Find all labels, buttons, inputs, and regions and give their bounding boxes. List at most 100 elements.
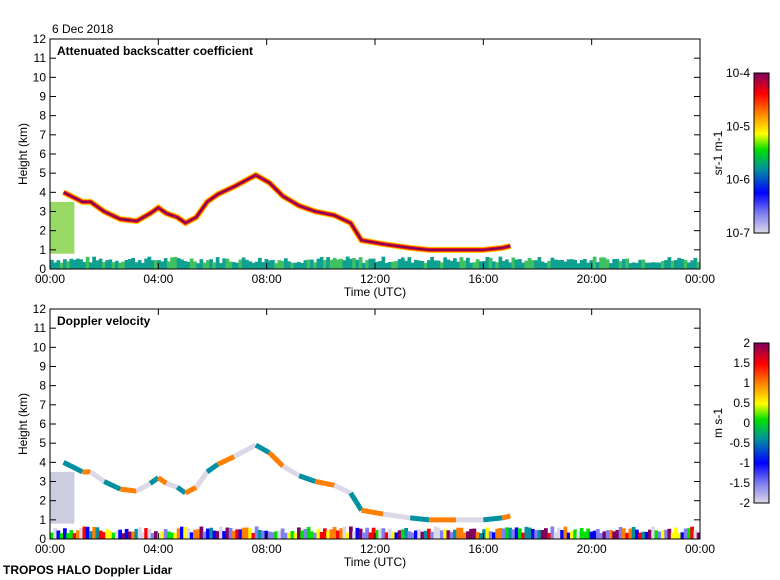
boundary-layer-cell (131, 531, 135, 539)
boundary-layer-cell (628, 263, 633, 269)
boundary-layer-cell (586, 262, 590, 269)
boundary-layer-cell (384, 532, 389, 539)
boundary-layer-cell (677, 257, 681, 269)
date-label: 6 Dec 2018 (52, 22, 114, 36)
boundary-layer-cell (111, 532, 116, 539)
boundary-layer-cell (248, 528, 252, 539)
boundary-layer-cell (277, 260, 282, 269)
boundary-layer-cell (625, 532, 629, 539)
boundary-layer-cell (690, 526, 694, 539)
boundary-layer-cell (475, 531, 480, 539)
boundary-layer-cell (144, 258, 148, 269)
boundary-layer-cell (433, 526, 438, 539)
boundary-layer-cell (423, 530, 428, 539)
boundary-layer-cell (274, 531, 278, 539)
boundary-layer-cell (69, 258, 74, 269)
y-tick-label: 0 (39, 262, 46, 276)
boundary-layer-cell (163, 529, 168, 539)
plot-frame (49, 308, 701, 540)
cloud-layer-segment (165, 481, 179, 490)
y-tick-label: 8 (39, 379, 46, 393)
cloud-layer-segment (148, 475, 160, 486)
boundary-layer-cell (511, 257, 516, 269)
boundary-layer-cell (514, 259, 519, 269)
boundary-layer-cell (219, 263, 223, 269)
boundary-layer-cell (599, 533, 603, 539)
boundary-layer-cell (131, 258, 135, 269)
boundary-layer-cell (342, 260, 347, 269)
boundary-layer-cell (579, 527, 584, 539)
boundary-layer-cell (137, 260, 142, 269)
boundary-layer-cell (410, 262, 415, 269)
boundary-layer-cell (482, 529, 486, 539)
boundary-layer-cell (225, 527, 230, 539)
boundary-layer-cell (261, 262, 265, 269)
boundary-layer-cell (547, 533, 551, 539)
boundary-layer-cell (95, 260, 100, 269)
boundary-layer-cell (267, 260, 272, 269)
boundary-layer-cell (66, 261, 70, 269)
boundary-layer-cell (388, 261, 392, 269)
panel-title: Attenuated backscatter coefficient (57, 44, 253, 58)
boundary-layer-cell (115, 530, 119, 539)
boundary-layer-cell (527, 527, 532, 539)
boundary-layer-cell (518, 528, 522, 539)
boundary-layer-cell (287, 532, 291, 539)
boundary-layer-cell (657, 262, 662, 269)
cloud-layer-edge (62, 171, 512, 253)
boundary-layer-cell (641, 259, 646, 269)
boundary-layer-cell (310, 531, 314, 539)
boundary-layer-cell (137, 527, 142, 539)
x-tick-label: 04:00 (143, 542, 173, 556)
boundary-layer-cell (345, 256, 350, 269)
boundary-layer-cell (631, 262, 636, 269)
boundary-layer-cell (92, 256, 96, 269)
boundary-layer-cell (375, 529, 379, 539)
boundary-layer-cell (696, 532, 701, 539)
boundary-layer-cell (368, 258, 373, 269)
boundary-layer-cell (56, 260, 61, 269)
boundary-layer-cell (66, 533, 70, 539)
boundary-layer-cell (248, 261, 252, 269)
boundary-layer-cell (404, 527, 408, 539)
boundary-layer-cell (628, 528, 633, 539)
boundary-layer-cell (375, 261, 379, 269)
boundary-layer-cell (553, 532, 558, 539)
y-tick-label: 4 (39, 455, 46, 469)
colorbar-tick-label: 1 (743, 376, 750, 390)
x-tick-label: 08:00 (252, 542, 282, 556)
boundary-layer-cell (446, 530, 451, 539)
boundary-layer-cell (245, 259, 249, 269)
boundary-layer-cell (388, 528, 392, 539)
boundary-layer-cell (456, 527, 460, 539)
cloud-layer-segment (103, 479, 122, 492)
boundary-layer-cell (508, 527, 512, 539)
boundary-layer-cell (238, 529, 243, 539)
boundary-layer-cell (329, 259, 334, 269)
boundary-layer-cell (202, 262, 207, 269)
colorbar-label: sr-1 m-1 (711, 130, 725, 175)
cloud-layer-segment (298, 473, 317, 484)
x-tick-label: 00:00 (685, 272, 715, 286)
y-tick-label: 10 (33, 340, 47, 354)
y-tick-label: 1 (39, 513, 46, 527)
boundary-layer-cell (300, 530, 304, 539)
cloud-layer-segment (175, 485, 187, 496)
y-tick-label: 7 (39, 128, 46, 142)
cloud-layer-segment (333, 483, 352, 496)
colorbar-tick-label: 0 (743, 416, 750, 430)
boundary-layer-cell (596, 528, 600, 539)
boundary-layer-cell (462, 260, 467, 269)
y-tick-label: 6 (39, 417, 46, 431)
cloud-layer-segment (409, 515, 430, 523)
boundary-layer-cell (557, 260, 561, 269)
boundary-layer-cell (215, 257, 220, 269)
colorbar-tick-label: 0.5 (733, 396, 750, 410)
boundary-layer-cell (371, 527, 376, 539)
y-tick-label: 4 (39, 185, 46, 199)
boundary-layer-cell (339, 528, 343, 539)
cloud-layer-segment (501, 513, 511, 521)
boundary-layer-cell (251, 262, 256, 269)
boundary-layer-cell (199, 526, 204, 539)
boundary-layer-cell (157, 260, 161, 269)
